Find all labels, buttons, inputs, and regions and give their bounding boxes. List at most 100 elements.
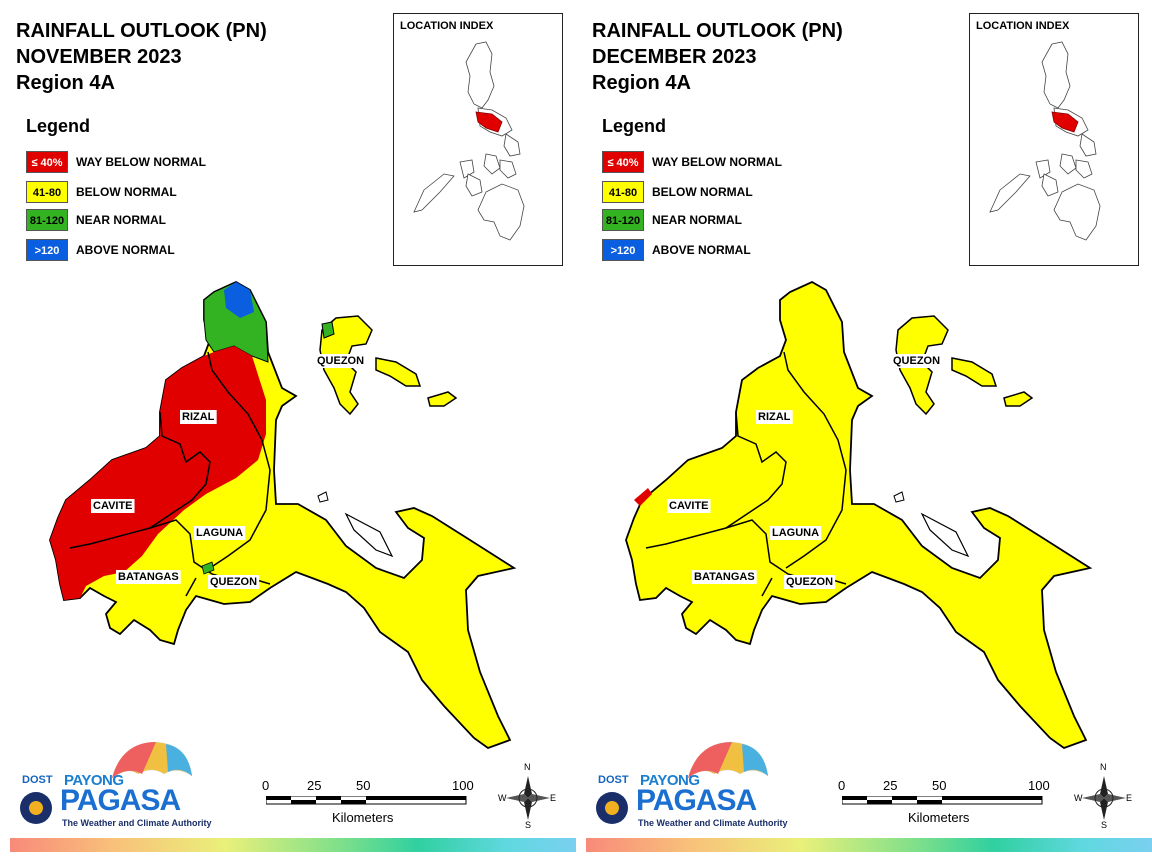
province-label-quezon-south: QUEZON	[786, 576, 833, 588]
compass-e: E	[1126, 793, 1133, 803]
logo-tagline: The Weather and Climate Authority	[638, 818, 788, 828]
bay-water	[344, 512, 394, 558]
province-label-bg	[116, 570, 181, 584]
legend-label: NEAR NORMAL	[652, 213, 742, 227]
legend-swatch: 81-120	[26, 209, 68, 231]
province-label-cavite: CAVITE	[669, 500, 709, 512]
province-label-bg	[770, 526, 822, 540]
island-small	[1003, 391, 1034, 407]
title-line-1: RAINFALL OUTLOOK (PN)	[592, 20, 843, 42]
logo-dost-text: DOST	[598, 774, 629, 786]
logo-payong-text: PAYONG	[640, 772, 700, 789]
compass-n: N	[524, 762, 531, 772]
legend-label: ABOVE NORMAL	[76, 243, 175, 257]
region-4a-highlight	[1051, 111, 1079, 133]
island-small	[427, 391, 458, 407]
province-label-quezon-north: QUEZON	[317, 355, 364, 367]
province-label-laguna: LAGUNA	[196, 527, 243, 539]
scale-tick: 50	[932, 778, 947, 793]
location-index-title: LOCATION INDEX	[976, 20, 1070, 32]
province-label-bg	[180, 410, 217, 424]
logo-pagasa-text: PAGASA	[636, 784, 757, 817]
compass-w: W	[498, 793, 507, 803]
legend-label: WAY BELOW NORMAL	[76, 155, 207, 169]
province-label-bg	[756, 410, 793, 424]
map-title: RAINFALL OUTLOOK (PN) DECEMBER 2023 Regi…	[592, 18, 843, 96]
logo-payong-text: PAYONG	[64, 772, 124, 789]
scale-tick: 100	[452, 778, 474, 793]
scale-bar: 0 25 50 100 Kilometers	[838, 778, 1050, 828]
way-below-normal-strip	[634, 488, 652, 506]
legend-label: WAY BELOW NORMAL	[652, 155, 783, 169]
province-label-bg	[891, 354, 943, 368]
compass-rose-icon: N S E W	[1074, 762, 1134, 830]
philippines-outline-icon	[413, 41, 525, 241]
legend-title: Legend	[26, 116, 91, 136]
province-label-bg	[194, 526, 246, 540]
scale-tick: 100	[1028, 778, 1050, 793]
above-normal-zone	[224, 282, 254, 318]
legend-label: ABOVE NORMAL	[652, 243, 751, 257]
location-index: LOCATION INDEX	[969, 13, 1139, 266]
legend-swatch: ≤ 40%	[26, 151, 68, 173]
scale-tick: 0	[838, 778, 846, 793]
near-normal-islet	[321, 321, 335, 339]
province-label-cavite: CAVITE	[93, 500, 133, 512]
legend-label: BELOW NORMAL	[652, 185, 753, 199]
legend-title: Legend	[602, 116, 667, 136]
location-index: LOCATION INDEX	[393, 13, 563, 266]
compass-rose-icon: N S E W	[498, 762, 558, 830]
bay-water	[920, 512, 970, 558]
compass-s: S	[1101, 820, 1108, 830]
province-label-bg	[692, 570, 757, 584]
compass-n: N	[1100, 762, 1107, 772]
logo-dost-text: DOST	[22, 774, 53, 786]
scale-tick: 0	[262, 778, 270, 793]
province-label-quezon-south: QUEZON	[210, 576, 257, 588]
logo-tagline: The Weather and Climate Authority	[62, 818, 212, 828]
province-label-bg	[208, 575, 260, 589]
province-label-batangas: BATANGAS	[694, 571, 755, 583]
province-label-quezon-north: QUEZON	[893, 355, 940, 367]
title-line-2: NOVEMBER 2023	[16, 46, 182, 68]
province-label-rizal: RIZAL	[182, 411, 215, 423]
island-east	[951, 357, 998, 387]
scale-bar-graphic	[842, 796, 1043, 805]
legend-swatch: 41-80	[602, 181, 644, 203]
legend-swatch: 41-80	[26, 181, 68, 203]
december-panel: RAINFALL OUTLOOK (PN) DECEMBER 2023 Regi…	[576, 0, 1152, 864]
province-label-bg	[315, 354, 367, 368]
legend-swatch: >120	[26, 239, 68, 261]
legend-swatch: 81-120	[602, 209, 644, 231]
legend-label: NEAR NORMAL	[76, 213, 166, 227]
title-line-2: DECEMBER 2023	[592, 46, 757, 68]
logo-pagasa-text: PAGASA	[60, 784, 181, 817]
scale-unit: Kilometers	[332, 810, 394, 825]
province-label-bg	[667, 499, 711, 513]
province-label-rizal: RIZAL	[758, 411, 791, 423]
november-panel: RAINFALL OUTLOOK (PN) NOVEMBER 2023 Regi…	[10, 13, 576, 852]
province-label-laguna: LAGUNA	[772, 527, 819, 539]
compass-w: W	[1074, 793, 1083, 803]
title-line-1: RAINFALL OUTLOOK (PN)	[16, 20, 267, 42]
province-label-batangas: BATANGAS	[118, 571, 179, 583]
scale-unit: Kilometers	[908, 810, 970, 825]
region-4a-highlight	[475, 111, 503, 133]
legend-swatch: ≤ 40%	[602, 151, 644, 173]
pagasa-logo: DOST PAYONG PAGASA The Weather and Clima…	[16, 740, 212, 835]
small-islet	[317, 491, 329, 503]
scale-bar-graphic	[266, 796, 467, 805]
map-title: RAINFALL OUTLOOK (PN) NOVEMBER 2023 Regi…	[16, 18, 267, 96]
way-below-normal-zone	[50, 346, 266, 600]
scale-tick: 25	[883, 778, 898, 793]
scale-tick: 50	[356, 778, 371, 793]
mainland-below-normal	[625, 280, 1093, 750]
location-index-title: LOCATION INDEX	[400, 20, 494, 32]
footer-gradient-bar	[586, 838, 1152, 852]
title-line-3: Region 4A	[592, 72, 691, 94]
philippines-outline-icon	[989, 41, 1101, 241]
small-islet	[893, 491, 905, 503]
title-line-3: Region 4A	[16, 72, 115, 94]
province-label-bg	[91, 499, 135, 513]
footer-gradient-bar	[10, 838, 576, 852]
